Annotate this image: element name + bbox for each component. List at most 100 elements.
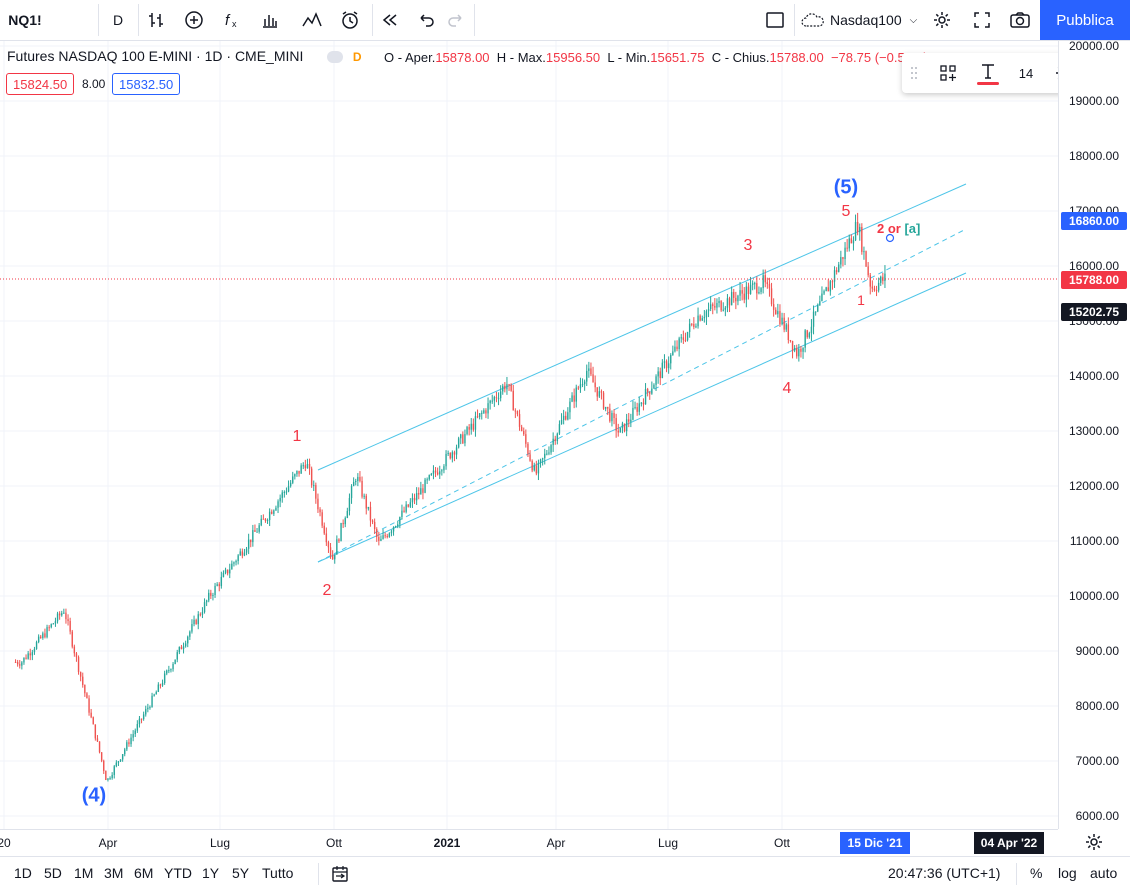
candle-body [772,304,775,310]
date-range-icon[interactable] [330,865,350,888]
compare-symbol-dropdown[interactable]: Nasdaq100 ⌵ [800,0,922,40]
time-tick-label: Ott [773,836,791,850]
visibility-toggle[interactable] [327,51,344,64]
percent-toggle[interactable]: % [1030,865,1043,881]
range-button-5d[interactable]: 5D [44,865,62,881]
candle-body [831,281,834,283]
font-size-button[interactable]: 14 [1018,65,1034,81]
candle-body [489,400,491,404]
time-tick-label: 20 [0,836,11,850]
buy-price-button[interactable]: 15832.50 [112,73,181,95]
range-button-1m[interactable]: 1M [74,865,94,881]
sell-price-button[interactable]: 15824.50 [6,73,75,95]
time-tick-label: Apr [98,836,118,850]
candle-body [355,481,357,483]
price-tick-label: 6000.00 [1075,809,1119,823]
alternate-count-label[interactable]: 2 or [a] [877,221,920,236]
templates-icon[interactable] [296,0,328,40]
candle-body [499,391,502,399]
candle-body [124,749,126,755]
financials-icon[interactable] [254,0,286,40]
publish-button[interactable]: Pubblica [1040,0,1130,40]
fullscreen-icon[interactable] [966,0,998,40]
candle-body [472,423,475,430]
price-axis[interactable]: 20000.00 19000.00 18000.00 17000.00 16000.00… [1058,39,1130,829]
candle-body [231,563,233,570]
candle-body [79,671,82,677]
wave-label-4[interactable]: 4 [782,380,792,397]
range-button-1y[interactable]: 1Y [202,865,220,881]
alert-clock-icon[interactable] [334,0,366,40]
redo-icon[interactable] [440,0,472,40]
alt-label-teal: [a] [904,221,921,236]
candle-body [346,510,349,518]
channel-line [317,183,967,471]
candle-body [451,452,454,459]
log-toggle[interactable]: log [1058,865,1077,881]
candle-body [361,480,363,497]
drag-handle-icon[interactable] [902,53,926,93]
candle-body [128,742,130,745]
range-button-ytd[interactable]: YTD [164,865,192,881]
candle-body [126,742,128,750]
range-button-1d[interactable]: 1D [14,865,32,881]
candle-body [688,323,691,332]
wave-label-major-4[interactable]: (4) [81,784,107,807]
candle-body [63,612,65,614]
bar-style-icon[interactable] [140,0,172,40]
candle-body [827,287,829,292]
candle-body [594,382,596,388]
candle-body [682,337,685,340]
candle-body [730,292,733,306]
wave-label-2[interactable]: 2 [322,582,332,599]
candle-body [403,510,405,512]
wave-label-3[interactable]: 3 [743,237,753,254]
candle-body [163,673,166,684]
clock-timezone[interactable]: 20:47:36 (UTC+1) [888,865,1001,881]
candle-body [586,370,588,382]
wave-label-major-5[interactable]: (5) [833,176,859,199]
wave-label-new-1[interactable]: 1 [857,292,865,308]
auto-toggle[interactable]: auto [1090,865,1118,881]
candle-body [447,452,449,454]
open-value: 15878.00 [435,50,490,65]
settings-gear-icon[interactable] [926,0,958,40]
price-chart[interactable] [0,41,1058,829]
replay-icon[interactable] [374,0,406,40]
candle-body [775,309,777,315]
candle-body [649,391,651,394]
axis-settings-gear-icon[interactable] [1084,832,1104,857]
wave-label-1[interactable]: 1 [292,428,302,445]
candle-body [103,760,105,771]
candle-body [235,561,237,563]
candle-body [588,368,590,371]
symbol-legend[interactable]: Futures NASDAQ 100 E-MINI · 1D · CME_MIN… [7,48,366,66]
time-axis[interactable]: 20 Apr Lug Ott 2021 Apr Lug Ott 15 Dic '21 04 A… [0,829,1058,856]
symbol-search-button[interactable]: NQ1! [8,12,42,28]
candle-body [16,662,19,665]
compare-add-icon[interactable] [178,0,210,40]
candle-body [29,653,31,656]
layout-square-icon[interactable] [760,0,790,40]
wave-label-5[interactable]: 5 [841,203,851,220]
delay-badge[interactable]: D [349,49,366,66]
channel-line [317,272,967,563]
text-color-icon[interactable] [972,53,1004,93]
range-button-3m[interactable]: 3M [104,865,124,881]
candle-body [25,657,27,659]
candle-body [884,273,886,282]
camera-icon[interactable] [1004,0,1036,40]
candle-body [457,438,460,448]
range-button-tutto[interactable]: Tutto [262,865,294,881]
candle-body [842,257,844,260]
chart-pane[interactable] [0,41,1058,829]
undo-icon[interactable] [410,0,442,40]
candle-body [226,569,229,574]
template-icon[interactable] [932,53,964,93]
range-button-5y[interactable]: 5Y [232,865,250,881]
candle-body [35,642,38,649]
interval-button[interactable]: D [112,12,124,28]
range-button-6m[interactable]: 6M [134,865,154,881]
candle-body [573,395,575,402]
